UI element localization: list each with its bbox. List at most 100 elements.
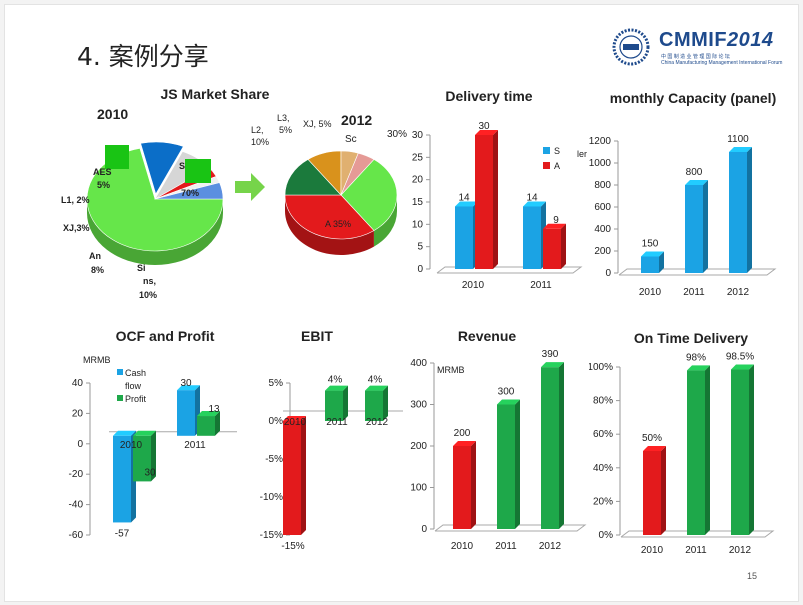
bar-Cash-flow-2010-top (113, 430, 136, 436)
bar-revenue-2011-side (515, 399, 520, 529)
axis-floor (620, 530, 775, 538)
logo-text: CMMIF2014 (659, 29, 774, 51)
bar-ebit-2012-top (365, 385, 388, 391)
market-share-chart: JS Market Share 2010 2012 S 70% Si ns, 1… (61, 86, 407, 300)
pie-2012-label-a: A 35% (325, 219, 351, 229)
y-tick-label: -20 (69, 469, 84, 480)
pie-2010-label-an: An (89, 251, 101, 261)
ebit-title: EBIT (301, 328, 333, 344)
y-tick-label: 1200 (589, 136, 611, 147)
bar-revenue-2010 (453, 446, 471, 529)
pie-2012-slice-0 (340, 159, 398, 231)
bar-revenue-2011 (497, 404, 515, 529)
x-tick-label: 2010 (641, 545, 664, 556)
bar-value-label: 13 (208, 404, 220, 415)
bar-revenue-2012 (541, 367, 559, 529)
bar-value-label: 30 (478, 121, 490, 132)
ocf-profit-title: OCF and Profit (116, 328, 215, 344)
bar-otd-2012 (731, 369, 749, 535)
y-tick-label: 100 (410, 483, 427, 494)
bar-S-2011-top (523, 201, 546, 207)
cmmif-logo-icon (612, 28, 650, 66)
pie-2012 (284, 150, 398, 255)
logo-subtitle: 中 国 制 造 业 管 理 国 际 论 坛 China Manufacturin… (661, 54, 783, 66)
y-tick-label: 30 (412, 130, 424, 141)
bar-value-label: 4% (368, 375, 383, 386)
pie-2012-pct-l2: 10% (251, 137, 269, 147)
pie-2012-slice-5 (340, 152, 375, 196)
legend-cash-flow-swatch (117, 369, 123, 375)
pie-2010-slice-0 (86, 147, 224, 252)
legend-profit-label: Profit (125, 394, 147, 404)
pie-2012-label-l2: L2, (251, 125, 264, 135)
bar-otd-2011-top (687, 365, 710, 371)
bar-Cash-flow-2010 (113, 435, 131, 523)
bar-Profit-2010-top (133, 430, 156, 436)
bar-ebit-2011-top (325, 385, 348, 391)
pie-2010-label-box-1 (105, 145, 129, 169)
bar-Profit-2011-side (215, 411, 220, 436)
bar-value-label: 98% (686, 352, 706, 363)
bar-otd-2012-top (731, 364, 754, 370)
pie-2010-pct-an: 8% (91, 265, 104, 275)
x-tick-label: 2010 (451, 541, 474, 552)
x-tick-label: 2011 (683, 287, 705, 298)
x-tick-label: 2012 (729, 545, 752, 556)
bar-value-label: 300 (498, 387, 515, 398)
y-tick-label: 20 (412, 175, 424, 186)
y-tick-label: -15% (260, 530, 283, 541)
bar-value-label: -15% (281, 541, 304, 549)
x-tick-label: 2010 (462, 280, 485, 291)
on-time-delivery-title: On Time Delivery (634, 330, 748, 346)
pie-2012-label-sc: Sc (345, 134, 357, 145)
y-tick-label: 0 (417, 264, 423, 275)
bar-value-label: 50% (642, 433, 662, 444)
axis-floor (618, 268, 777, 276)
bar-otd-2011 (687, 370, 705, 535)
bar-Profit-2010-side (151, 430, 156, 482)
y-tick-label: -40 (69, 500, 84, 511)
y-tick-label: 800 (594, 180, 611, 191)
bar-otd-2010 (643, 451, 661, 535)
bar-ebit-2012 (365, 390, 383, 421)
bar-revenue-2011-top (497, 399, 520, 405)
x-tick-label: 2011 (495, 541, 517, 552)
x-tick-label: 2010 (120, 440, 143, 451)
bar-Profit-2011 (197, 416, 215, 436)
legend-cash-flow-label-1: Cash (125, 368, 146, 378)
x-tick-label: 2012 (727, 287, 750, 298)
legend-a-label: A (554, 161, 560, 171)
y-tick-label: 600 (594, 202, 611, 213)
legend-s-swatch (543, 147, 550, 154)
pie-2012-side-0 (373, 195, 397, 247)
bar-S-2010 (455, 206, 473, 269)
y-tick-label: -10% (260, 492, 283, 503)
bar-capacity-2012-top (729, 147, 752, 152)
legend-s-label: S (554, 146, 560, 156)
page-number: 15 (747, 571, 758, 581)
bar-capacity-2011-side (703, 180, 708, 273)
axis-floor (436, 266, 583, 274)
bar-capacity-2011-top (685, 180, 708, 185)
pie-2010-pct-aes: 5% (97, 180, 110, 190)
bar-value-label: 390 (542, 349, 559, 360)
bar-Cash-flow-2011-top (177, 385, 200, 391)
bar-ebit-2010 (283, 421, 301, 535)
slide-title: 4. 案例分享 (77, 42, 209, 71)
delivery-side-text: ler (577, 149, 587, 159)
y-tick-label: 20 (72, 408, 84, 419)
y-tick-label: 200 (410, 441, 427, 452)
axis-floor (434, 524, 587, 532)
pie-2010-pct-si: 10% (139, 290, 157, 300)
pie-2010-pct-s: 70% (181, 188, 199, 198)
y-tick-label: -5% (265, 454, 283, 465)
revenue-ylabel: MRMB (437, 365, 465, 375)
bar-value-label: 800 (686, 167, 703, 178)
pie-2012-slice-1 (284, 194, 375, 240)
bar-revenue-2012-top (541, 362, 564, 368)
bar-Profit-2010 (133, 435, 151, 482)
bar-value-label: 4% (328, 375, 343, 386)
pie-2012-pct-sc: 30% (387, 129, 407, 140)
y-tick-label: 5% (269, 378, 284, 389)
y-tick-label: 0 (77, 439, 83, 450)
